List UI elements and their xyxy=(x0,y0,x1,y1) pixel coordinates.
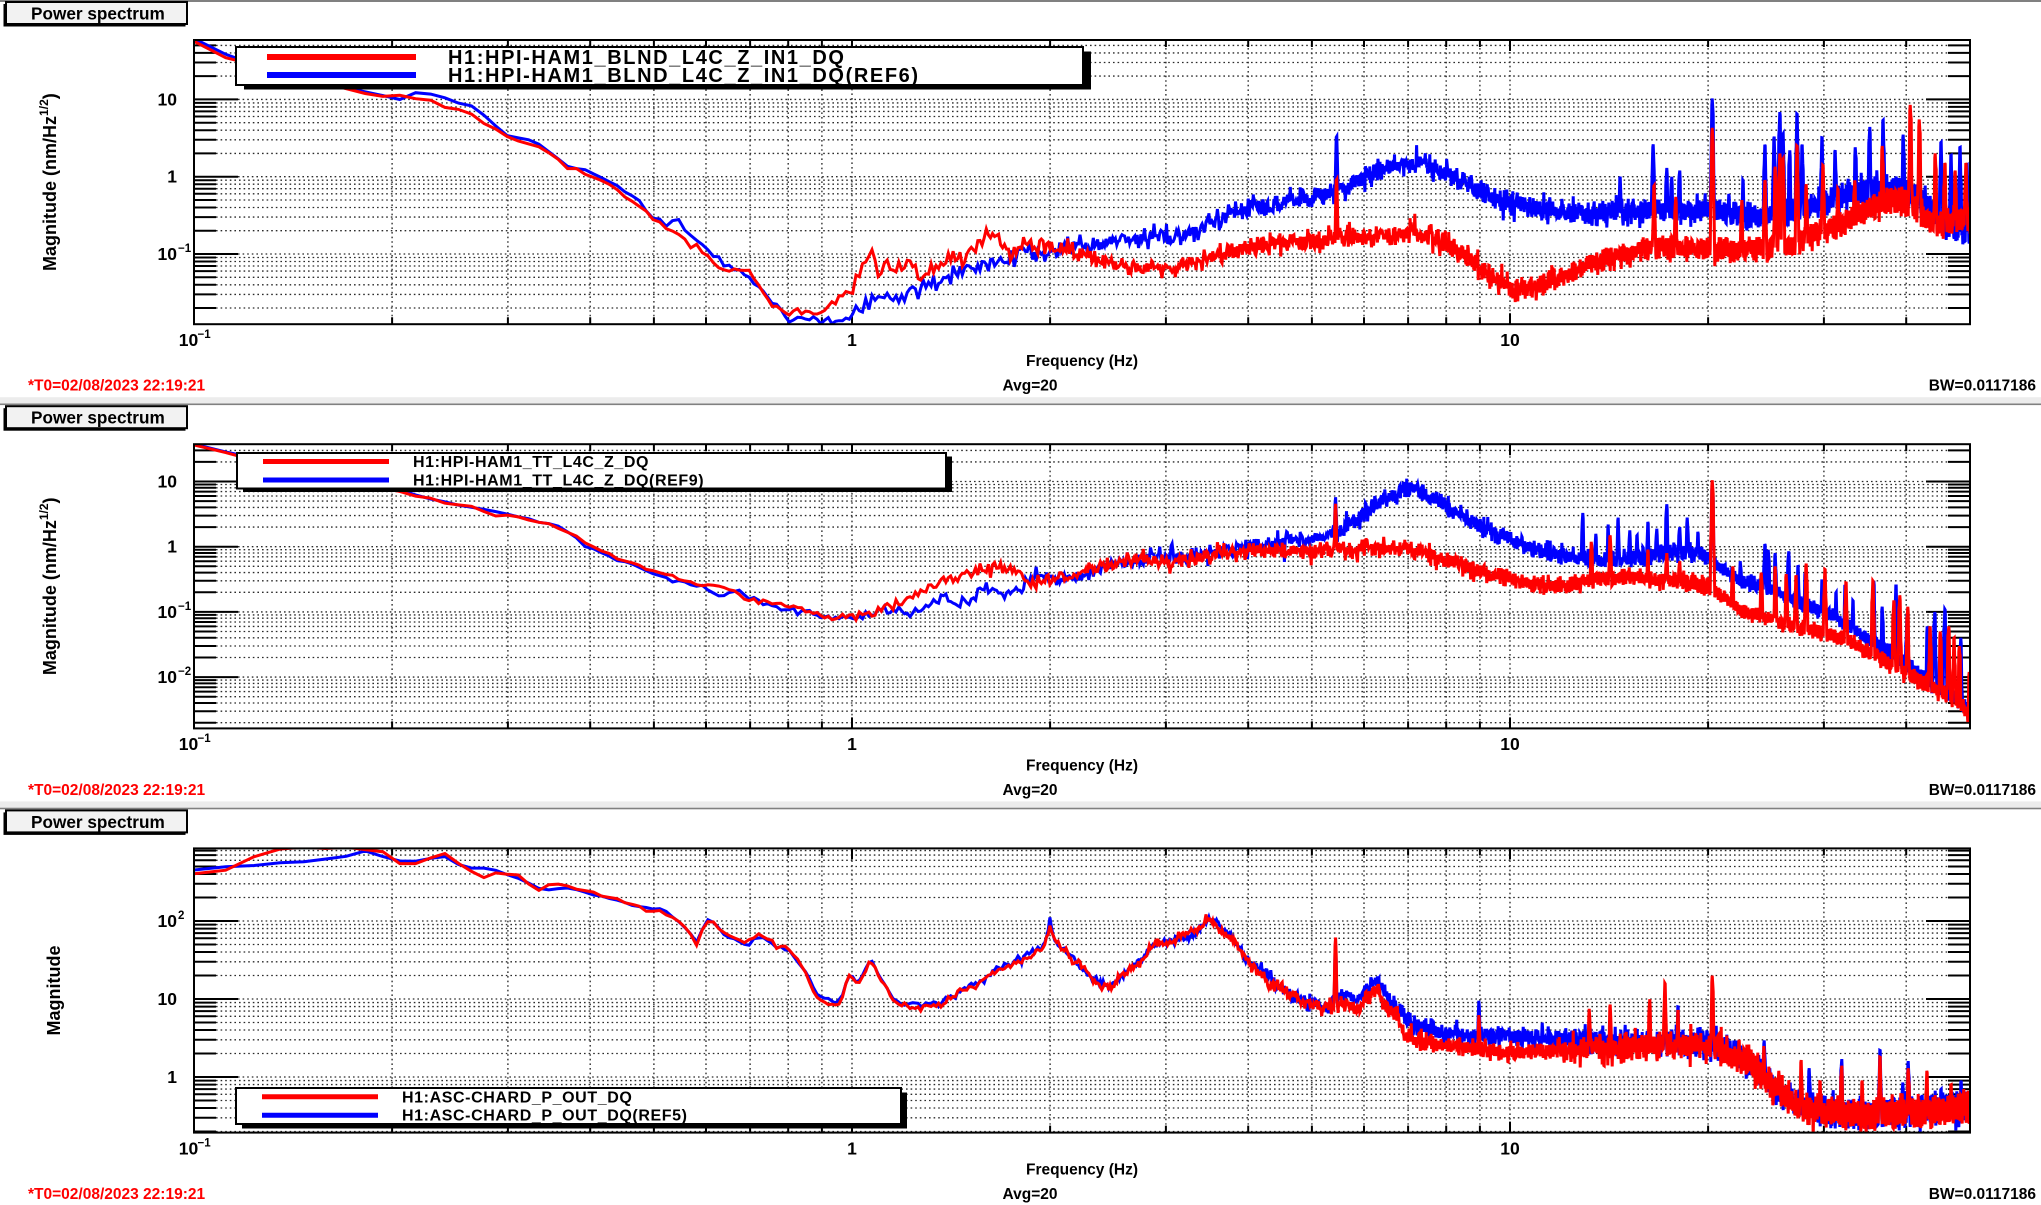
svg-text:1: 1 xyxy=(167,537,177,557)
svg-text:H1:HPI-HAM1_TT_L4C_Z_DQ: H1:HPI-HAM1_TT_L4C_Z_DQ xyxy=(413,454,649,471)
svg-text:Avg=20: Avg=20 xyxy=(1003,1186,1058,1203)
svg-text:1: 1 xyxy=(847,734,857,754)
svg-text:10: 10 xyxy=(158,472,178,492)
svg-text:Avg=20: Avg=20 xyxy=(1003,378,1058,395)
svg-text:*T0=02/08/2023 22:19:21: *T0=02/08/2023 22:19:21 xyxy=(28,1186,205,1203)
svg-text:H1:ASC-CHARD_P_OUT_DQ(REF5): H1:ASC-CHARD_P_OUT_DQ(REF5) xyxy=(402,1108,688,1125)
svg-text:10: 10 xyxy=(179,734,199,754)
svg-text:10: 10 xyxy=(158,911,178,931)
svg-text:10: 10 xyxy=(179,1138,199,1158)
svg-text:10: 10 xyxy=(1500,1138,1520,1158)
svg-text:H1:HPI-HAM1_BLND_L4C_Z_IN1_DQ: H1:HPI-HAM1_BLND_L4C_Z_IN1_DQ xyxy=(448,47,846,69)
svg-text:−1: −1 xyxy=(198,329,212,341)
svg-text:H1:HPI-HAM1_TT_L4C_Z_DQ(REF9): H1:HPI-HAM1_TT_L4C_Z_DQ(REF9) xyxy=(413,473,704,490)
svg-text:Frequency (Hz): Frequency (Hz) xyxy=(1026,353,1138,370)
svg-text:2: 2 xyxy=(178,910,184,922)
svg-text:1: 1 xyxy=(167,1067,177,1087)
svg-text:H1:HPI-HAM1_BLND_L4C_Z_IN1_DQ(: H1:HPI-HAM1_BLND_L4C_Z_IN1_DQ(REF6) xyxy=(448,65,920,87)
svg-text:BW=0.0117186: BW=0.0117186 xyxy=(1929,782,2037,799)
svg-text:*T0=02/08/2023 22:19:21: *T0=02/08/2023 22:19:21 xyxy=(28,782,205,799)
svg-text:BW=0.0117186: BW=0.0117186 xyxy=(1929,378,2037,395)
svg-text:1: 1 xyxy=(847,330,857,350)
svg-text:10: 10 xyxy=(158,602,178,622)
svg-text:1: 1 xyxy=(847,1138,857,1158)
svg-text:Magnitude: Magnitude xyxy=(44,946,64,1036)
svg-text:10: 10 xyxy=(1500,330,1520,350)
svg-text:Power spectrum: Power spectrum xyxy=(31,408,165,428)
svg-text:10: 10 xyxy=(179,330,199,350)
svg-text:10: 10 xyxy=(158,667,178,687)
svg-text:H1:ASC-CHARD_P_OUT_DQ: H1:ASC-CHARD_P_OUT_DQ xyxy=(402,1089,632,1106)
svg-text:*T0=02/08/2023 22:19:21: *T0=02/08/2023 22:19:21 xyxy=(28,378,205,395)
svg-text:10: 10 xyxy=(158,989,178,1009)
svg-text:Power spectrum: Power spectrum xyxy=(31,4,165,24)
svg-text:10: 10 xyxy=(158,89,178,109)
svg-text:−1: −1 xyxy=(198,1137,212,1149)
svg-text:BW=0.0117186: BW=0.0117186 xyxy=(1929,1186,2037,1203)
svg-text:Frequency (Hz): Frequency (Hz) xyxy=(1026,757,1138,774)
svg-text:1: 1 xyxy=(167,167,177,187)
svg-text:10: 10 xyxy=(158,244,178,264)
svg-text:Magnitude (nm/Hz1/2): Magnitude (nm/Hz1/2) xyxy=(37,497,60,675)
svg-text:Avg=20: Avg=20 xyxy=(1003,782,1058,799)
svg-text:−2: −2 xyxy=(178,666,191,678)
svg-text:Frequency (Hz): Frequency (Hz) xyxy=(1026,1162,1138,1179)
svg-text:10: 10 xyxy=(1500,734,1520,754)
svg-text:Power spectrum: Power spectrum xyxy=(31,812,165,832)
svg-text:−1: −1 xyxy=(198,733,212,745)
svg-text:−1: −1 xyxy=(178,601,192,613)
svg-text:−1: −1 xyxy=(178,243,192,255)
svg-text:Magnitude (nm/Hz1/2): Magnitude (nm/Hz1/2) xyxy=(37,93,60,271)
